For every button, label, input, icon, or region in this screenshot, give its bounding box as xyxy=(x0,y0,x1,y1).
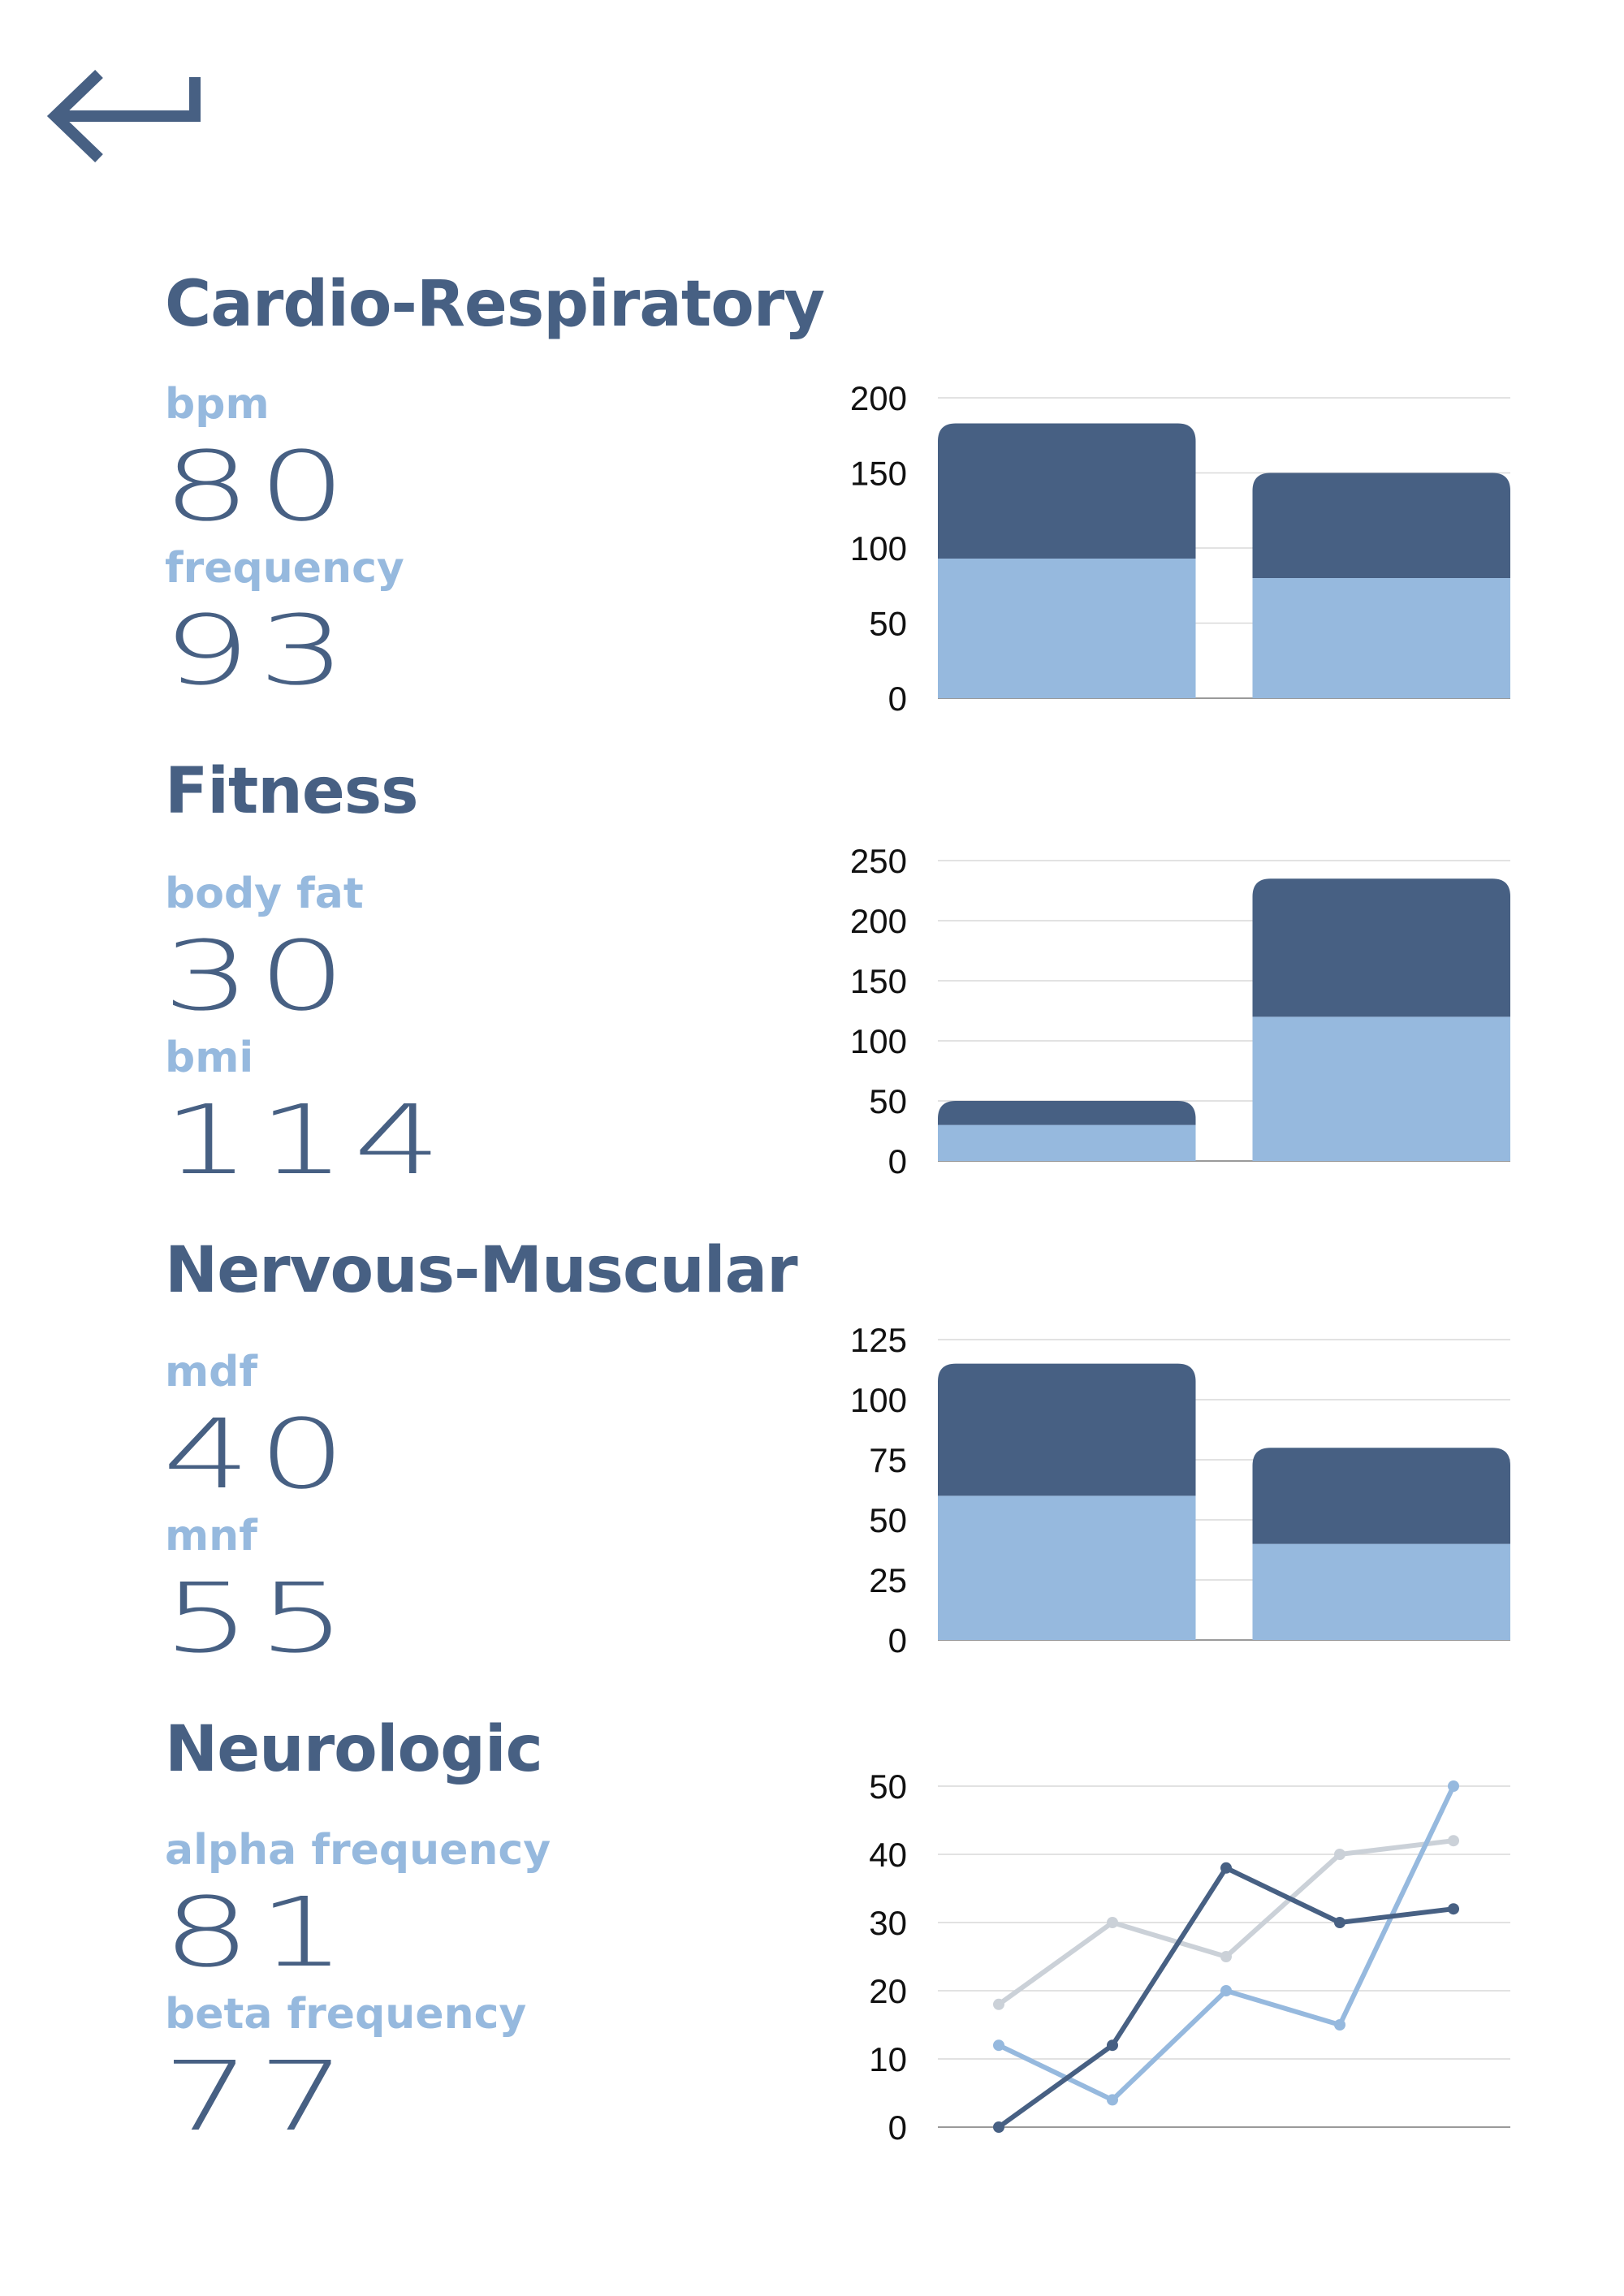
series-line xyxy=(997,1865,1454,2130)
data-point xyxy=(1334,1849,1345,1860)
y-tick-label: 30 xyxy=(869,1904,907,1942)
bar-segment xyxy=(1252,1016,1510,1161)
metric-value: 80 xyxy=(162,430,354,542)
y-tick-label: 0 xyxy=(888,1142,907,1180)
chart-fitness: 0 50 100 150 200 250 xyxy=(812,828,1543,1193)
y-tick-label: 0 xyxy=(888,2108,907,2147)
data-point xyxy=(1334,2019,1345,2031)
bar-segment xyxy=(1252,578,1510,698)
return-arrow-icon xyxy=(46,69,201,163)
y-tick-label: 125 xyxy=(850,1321,907,1359)
y-tick-label: 0 xyxy=(888,1621,907,1659)
data-point xyxy=(1334,1917,1345,1928)
back-button[interactable] xyxy=(41,61,203,166)
data-point xyxy=(993,1998,1004,2010)
bar-segment xyxy=(938,558,1196,698)
data-point xyxy=(1448,1780,1459,1792)
data-point xyxy=(1107,1917,1118,1928)
bar-segment xyxy=(938,1363,1196,1496)
metric-label: bpm xyxy=(165,380,270,429)
data-point xyxy=(1220,1862,1232,1874)
metric-label: mdf xyxy=(165,1348,258,1396)
metric-label: beta frequency xyxy=(165,1990,527,2039)
metric-label: body fat xyxy=(165,870,364,918)
metric-value: 114 xyxy=(162,1084,449,1196)
bar-segment xyxy=(1252,1543,1510,1640)
metric-value: 93 xyxy=(162,594,354,706)
y-tick-label: 150 xyxy=(850,962,907,1000)
section-title: Nervous-Muscular xyxy=(165,1234,798,1307)
y-tick-label: 10 xyxy=(869,2040,907,2078)
bar-segment xyxy=(938,1101,1196,1125)
bar-segment xyxy=(938,1495,1196,1640)
section-title: Cardio-Respiratory xyxy=(165,268,825,341)
metric-value: 40 xyxy=(162,1398,354,1510)
data-point xyxy=(1448,1903,1459,1915)
section-title: Fitness xyxy=(165,755,419,828)
section-title: Neurologic xyxy=(165,1713,543,1786)
metric-label: bmi xyxy=(165,1034,254,1082)
y-tick-label: 50 xyxy=(869,1767,907,1806)
bar-segment xyxy=(1252,473,1510,578)
metric-value: 30 xyxy=(162,920,354,1032)
metric-label: mnf xyxy=(165,1512,257,1560)
chart-cardio: 0 50 100 150 200 xyxy=(812,365,1543,731)
bar-segment xyxy=(938,423,1196,559)
y-tick-label: 250 xyxy=(850,842,907,880)
y-tick-label: 20 xyxy=(869,1972,907,2010)
bar-segment xyxy=(1252,878,1510,1017)
data-point xyxy=(993,2121,1004,2133)
y-tick-label: 40 xyxy=(869,1836,907,1874)
metric-value: 81 xyxy=(162,1876,354,1988)
y-tick-label: 75 xyxy=(869,1441,907,1479)
series-line xyxy=(997,1785,1456,2103)
data-point xyxy=(1220,1985,1232,1996)
data-point xyxy=(1448,1835,1459,1847)
data-point xyxy=(1107,2039,1118,2052)
bar-segment xyxy=(938,1124,1196,1161)
y-tick-label: 50 xyxy=(869,605,907,643)
bar-segment xyxy=(1252,1448,1510,1544)
y-tick-label: 100 xyxy=(850,529,907,568)
metric-label: alpha frequency xyxy=(165,1826,551,1875)
y-tick-label: 100 xyxy=(850,1381,907,1419)
metric-value: 77 xyxy=(162,2040,354,2152)
y-tick-label: 200 xyxy=(850,902,907,940)
metric-value: 55 xyxy=(162,1562,354,1674)
y-tick-label: 50 xyxy=(869,1082,907,1120)
y-tick-label: 150 xyxy=(850,455,907,493)
data-point xyxy=(1107,2094,1118,2106)
y-tick-label: 100 xyxy=(850,1022,907,1060)
y-tick-label: 25 xyxy=(869,1561,907,1599)
chart-neurologic: 0 10 20 30 40 50 xyxy=(812,1754,1543,2160)
data-point xyxy=(1220,1951,1232,1962)
chart-nervous: 0 25 50 75 100 125 xyxy=(812,1307,1543,1672)
y-tick-label: 200 xyxy=(850,379,907,417)
y-tick-label: 0 xyxy=(888,680,907,718)
metric-label: frequency xyxy=(165,544,404,593)
y-tick-label: 50 xyxy=(869,1501,907,1539)
data-point xyxy=(993,2039,1004,2052)
